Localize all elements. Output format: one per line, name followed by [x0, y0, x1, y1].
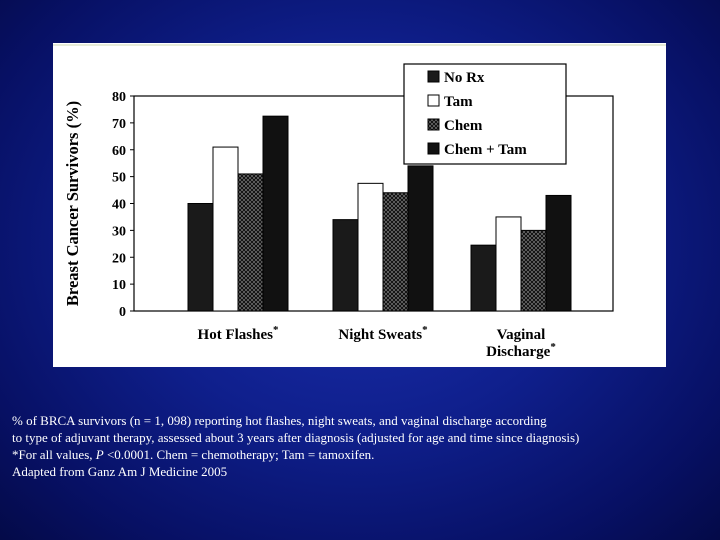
x-category-label: Hot Flashes* — [198, 324, 279, 343]
legend-swatch — [427, 94, 440, 107]
caption-line-3-prefix: *For all values, — [12, 447, 96, 462]
legend-label: Chem + Tam — [444, 142, 527, 158]
y-tick-label: 30 — [112, 224, 126, 239]
legend-label: No Rx — [444, 70, 485, 86]
y-tick-label: 10 — [112, 278, 126, 293]
significance-mark: * — [273, 324, 279, 336]
chart-panel: 0 10 20 30 40 50 60 70 80 Breast Cancer Survivors… — [53, 43, 666, 367]
caption-p-symbol: P — [95, 447, 104, 462]
bar-chart: 0 10 20 30 40 50 60 70 80 Breast Cancer Survivors… — [53, 44, 666, 360]
bar — [382, 192, 409, 312]
y-tick-label: 80 — [112, 90, 126, 105]
y-tick-label: 20 — [112, 251, 126, 266]
legend-swatch — [427, 70, 440, 83]
legend-swatch — [427, 142, 440, 155]
caption-line-3: *For all values, P <0.0001. Chem = chemo… — [12, 446, 716, 463]
bar — [262, 115, 289, 312]
bar — [357, 182, 384, 312]
y-tick-label: 70 — [112, 117, 126, 132]
legend-label: Tam — [444, 94, 473, 110]
y-tick-label: 40 — [112, 198, 126, 213]
x-category-label: Discharge* — [486, 341, 556, 360]
bar — [545, 194, 572, 312]
bar — [212, 146, 239, 312]
y-tick-label: 60 — [112, 144, 126, 159]
bar — [237, 173, 264, 312]
bar — [520, 229, 547, 312]
y-axis-label: Breast Cancer Survivors (%) — [63, 101, 82, 306]
x-category-label: Night Sweats* — [338, 324, 428, 343]
legend-label: Chem — [444, 118, 483, 134]
bar — [187, 203, 214, 312]
caption-line-1: % of BRCA survivors (n = 1, 098) reporti… — [12, 413, 547, 428]
y-tick-label: 50 — [112, 171, 126, 186]
bar — [470, 244, 497, 312]
caption-line-2: to type of adjuvant therapy, assessed ab… — [12, 430, 580, 445]
significance-mark: * — [422, 324, 428, 336]
x-category-label: Vaginal — [497, 327, 546, 343]
bar — [332, 219, 359, 312]
y-tick-label: 0 — [119, 305, 126, 320]
caption: % of BRCA survivors (n = 1, 098) reporti… — [12, 412, 716, 480]
legend-swatch — [427, 118, 440, 131]
bar — [495, 216, 522, 312]
bar — [407, 165, 434, 312]
caption-line-3-suffix: <0.0001. Chem = chemotherapy; Tam = tamo… — [103, 447, 375, 462]
significance-mark: * — [550, 341, 556, 353]
caption-source: Adapted from Ganz Am J Medicine 2005 — [12, 464, 228, 479]
